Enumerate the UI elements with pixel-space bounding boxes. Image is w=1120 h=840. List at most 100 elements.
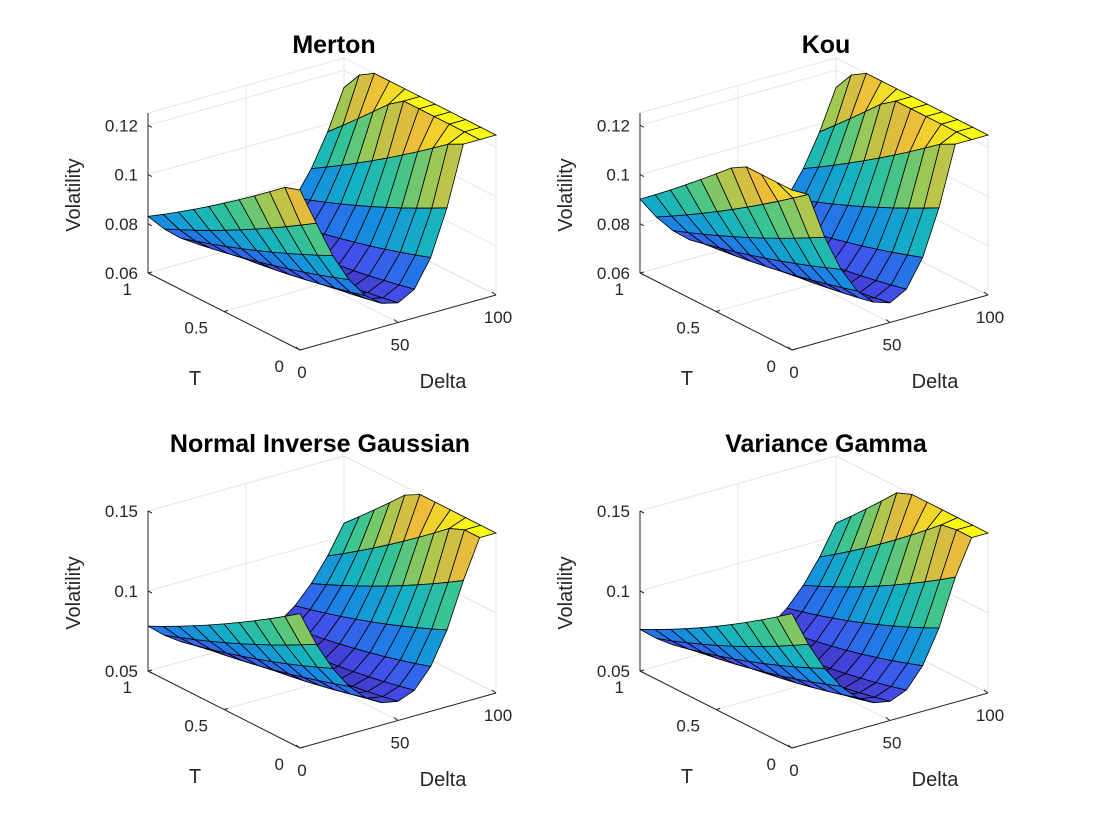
- z-tick-label: 0.15: [105, 502, 138, 521]
- z-tick-mark: [147, 124, 153, 128]
- surface: [146, 72, 498, 304]
- surface-patch: [284, 186, 317, 226]
- z-tick-label: 0.05: [105, 662, 138, 681]
- z-tick-mark: [639, 174, 645, 177]
- y-tick-mark: [791, 348, 797, 351]
- y-tick-mark: [299, 348, 305, 351]
- z-tick-label: 0.08: [597, 215, 630, 234]
- surface: [639, 491, 990, 704]
- x-tick-mark: [983, 291, 989, 296]
- z-tick-mark: [147, 590, 153, 594]
- y-tick-mark: [715, 310, 721, 312]
- z-tick-label: 0.1: [606, 582, 630, 601]
- x-axis-label: Delta: [912, 769, 960, 791]
- x-tick-mark: [885, 717, 891, 721]
- chart-title: Merton: [292, 31, 375, 59]
- x-tick-mark: [885, 319, 891, 323]
- z-tick-label: 0.1: [114, 582, 138, 601]
- x-tick-label: 50: [883, 734, 902, 753]
- z-tick-mark: [639, 670, 645, 674]
- x-tick-mark: [491, 689, 497, 694]
- x-tick-label: 0: [297, 363, 306, 382]
- y-tick-label: 1: [123, 280, 132, 299]
- z-tick-label: 0.06: [105, 264, 138, 283]
- chart-panel-3: 0 50 100 0 0.5 10.05 0.1 0.15 Delta T Volatility No…: [63, 430, 512, 791]
- y-tick-mark: [299, 746, 305, 749]
- z-tick-mark: [639, 272, 645, 276]
- z-tick-label: 0.06: [597, 264, 630, 283]
- x-tick-label: 100: [484, 706, 512, 725]
- chart-panel-2: 0 50 100 0 0.5 10.06 0.08 0.1 0.12 Delta T Volatili…: [555, 31, 1004, 393]
- z-tick-mark: [639, 590, 645, 594]
- y-tick-label: 0: [767, 357, 776, 376]
- x-tick-label: 50: [391, 336, 410, 355]
- x-axis-label: Delta: [420, 371, 468, 393]
- x-tick-mark: [787, 744, 793, 749]
- chart-title: Kou: [802, 31, 851, 59]
- x-tick-label: 50: [391, 734, 410, 753]
- z-axis-label: Volatility: [63, 556, 85, 629]
- y-tick-label: 0: [767, 755, 776, 774]
- y-axis-label: T: [189, 766, 201, 788]
- chart-title: Normal Inverse Gaussian: [170, 430, 470, 458]
- x-tick-label: 100: [484, 308, 512, 327]
- x-tick-label: 100: [976, 308, 1004, 327]
- y-tick-label: 1: [123, 678, 132, 697]
- z-tick-label: 0.12: [105, 116, 138, 135]
- chart-panel-1: 0 50 100 0 0.5 10.06 0.08 0.1 0.12 Delta T Volatili…: [63, 31, 512, 393]
- x-tick-label: 0: [297, 761, 306, 780]
- x-tick-label: 0: [789, 363, 798, 382]
- z-tick-label: 0.1: [114, 166, 138, 185]
- x-tick-mark: [393, 717, 399, 721]
- y-tick-label: 0.5: [676, 717, 700, 736]
- y-tick-label: 1: [615, 280, 624, 299]
- surface: [639, 72, 990, 304]
- z-tick-label: 0.05: [597, 662, 630, 681]
- z-axis-label: Volatility: [555, 556, 577, 629]
- z-tick-mark: [147, 223, 153, 227]
- z-tick-label: 0.15: [597, 502, 630, 521]
- y-tick-mark: [715, 708, 721, 710]
- y-axis-label: T: [681, 368, 693, 390]
- z-tick-mark: [147, 272, 153, 276]
- chart-panel-4: 0 50 100 0 0.5 10.05 0.1 0.15 Delta T Volatility Va…: [555, 430, 1004, 791]
- x-tick-label: 50: [883, 336, 902, 355]
- x-axis-label: Delta: [912, 371, 960, 393]
- x-tick-mark: [393, 319, 399, 323]
- x-tick-label: 0: [789, 761, 798, 780]
- y-tick-label: 1: [615, 678, 624, 697]
- x-tick-label: 100: [976, 706, 1004, 725]
- x-tick-mark: [491, 291, 497, 296]
- z-tick-mark: [639, 124, 645, 128]
- x-tick-mark: [295, 346, 301, 351]
- y-tick-mark: [223, 310, 229, 312]
- x-tick-mark: [983, 689, 989, 694]
- y-tick-label: 0.5: [676, 319, 700, 338]
- z-tick-label: 0.12: [597, 116, 630, 135]
- surface-patch: [776, 613, 809, 646]
- z-tick-label: 0.1: [606, 166, 630, 185]
- z-tick-mark: [147, 510, 153, 514]
- surface-patch: [776, 181, 809, 199]
- z-tick-mark: [639, 223, 645, 227]
- y-tick-label: 0.5: [184, 717, 208, 736]
- y-tick-label: 0.5: [184, 319, 208, 338]
- x-tick-mark: [787, 346, 793, 351]
- chart-title: Variance Gamma: [725, 430, 928, 458]
- z-tick-mark: [639, 510, 645, 514]
- y-axis-label: T: [681, 766, 693, 788]
- surface: [147, 493, 498, 704]
- y-tick-mark: [791, 746, 797, 749]
- z-tick-mark: [147, 670, 153, 674]
- y-tick-label: 0: [275, 755, 284, 774]
- x-tick-mark: [295, 744, 301, 749]
- z-tick-label: 0.08: [105, 215, 138, 234]
- y-axis-label: T: [189, 368, 201, 390]
- x-axis-label: Delta: [420, 769, 468, 791]
- z-tick-mark: [147, 174, 153, 177]
- surface-patch: [284, 613, 317, 646]
- y-tick-label: 0: [275, 357, 284, 376]
- z-axis-label: Volatility: [63, 158, 85, 231]
- y-tick-mark: [223, 708, 229, 710]
